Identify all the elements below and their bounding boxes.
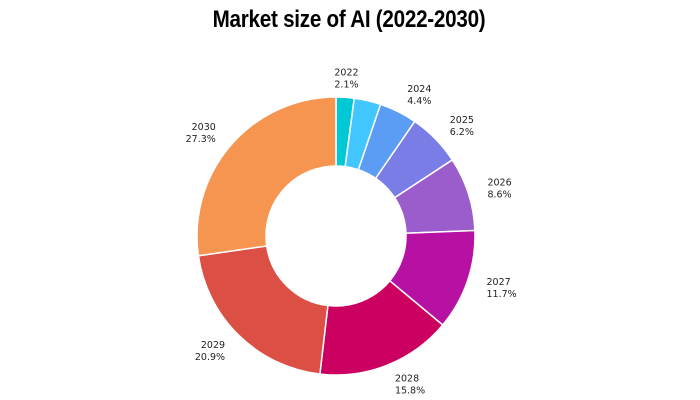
slice-percent-label: 4.4% bbox=[407, 96, 431, 107]
slice-label-2022: 2022 2.1% bbox=[334, 67, 358, 90]
slice-percent-label: 20.9% bbox=[195, 352, 225, 363]
slice-2030 bbox=[196, 96, 337, 257]
slice-year-label: 2024 bbox=[407, 84, 431, 95]
slice-percent-label: 6.2% bbox=[450, 127, 474, 138]
slice-percent-label: 11.7% bbox=[487, 289, 517, 300]
slice-percent-label: 8.6% bbox=[487, 190, 511, 201]
slice-year-label: 2022 bbox=[334, 67, 358, 78]
slice-year-label: 2026 bbox=[487, 178, 511, 189]
slice-2029 bbox=[197, 245, 329, 375]
slice-year-label: 2030 bbox=[192, 122, 216, 133]
slice-percent-label: 2.1% bbox=[334, 79, 358, 90]
slice-year-label: 2029 bbox=[201, 340, 225, 351]
slice-label-2024: 2024 4.4% bbox=[407, 84, 431, 107]
slice-label-2029: 2029 20.9% bbox=[195, 340, 225, 363]
slice-label-2026: 2026 8.6% bbox=[487, 178, 511, 201]
slice-year-label: 2027 bbox=[487, 277, 511, 288]
slice-label-2025: 2025 6.2% bbox=[450, 115, 474, 138]
slice-2028 bbox=[319, 279, 444, 376]
labels-group: 2022 2.1% 2024 4.4% 2025 6.2% 2026 8.6% 2027 11.7… bbox=[186, 67, 517, 396]
slices-group bbox=[196, 96, 476, 376]
slice-percent-label: 27.3% bbox=[186, 134, 216, 145]
chart-title: Market size of AI (2022-2030) bbox=[212, 6, 486, 33]
slice-label-2027: 2027 11.7% bbox=[487, 277, 517, 300]
slice-year-label: 2028 bbox=[395, 374, 419, 385]
slice-label-2028: 2028 15.8% bbox=[395, 374, 425, 397]
slice-label-2030: 2030 27.3% bbox=[186, 122, 216, 145]
slice-year-label: 2025 bbox=[450, 115, 474, 126]
slice-percent-label: 15.8% bbox=[395, 386, 425, 397]
